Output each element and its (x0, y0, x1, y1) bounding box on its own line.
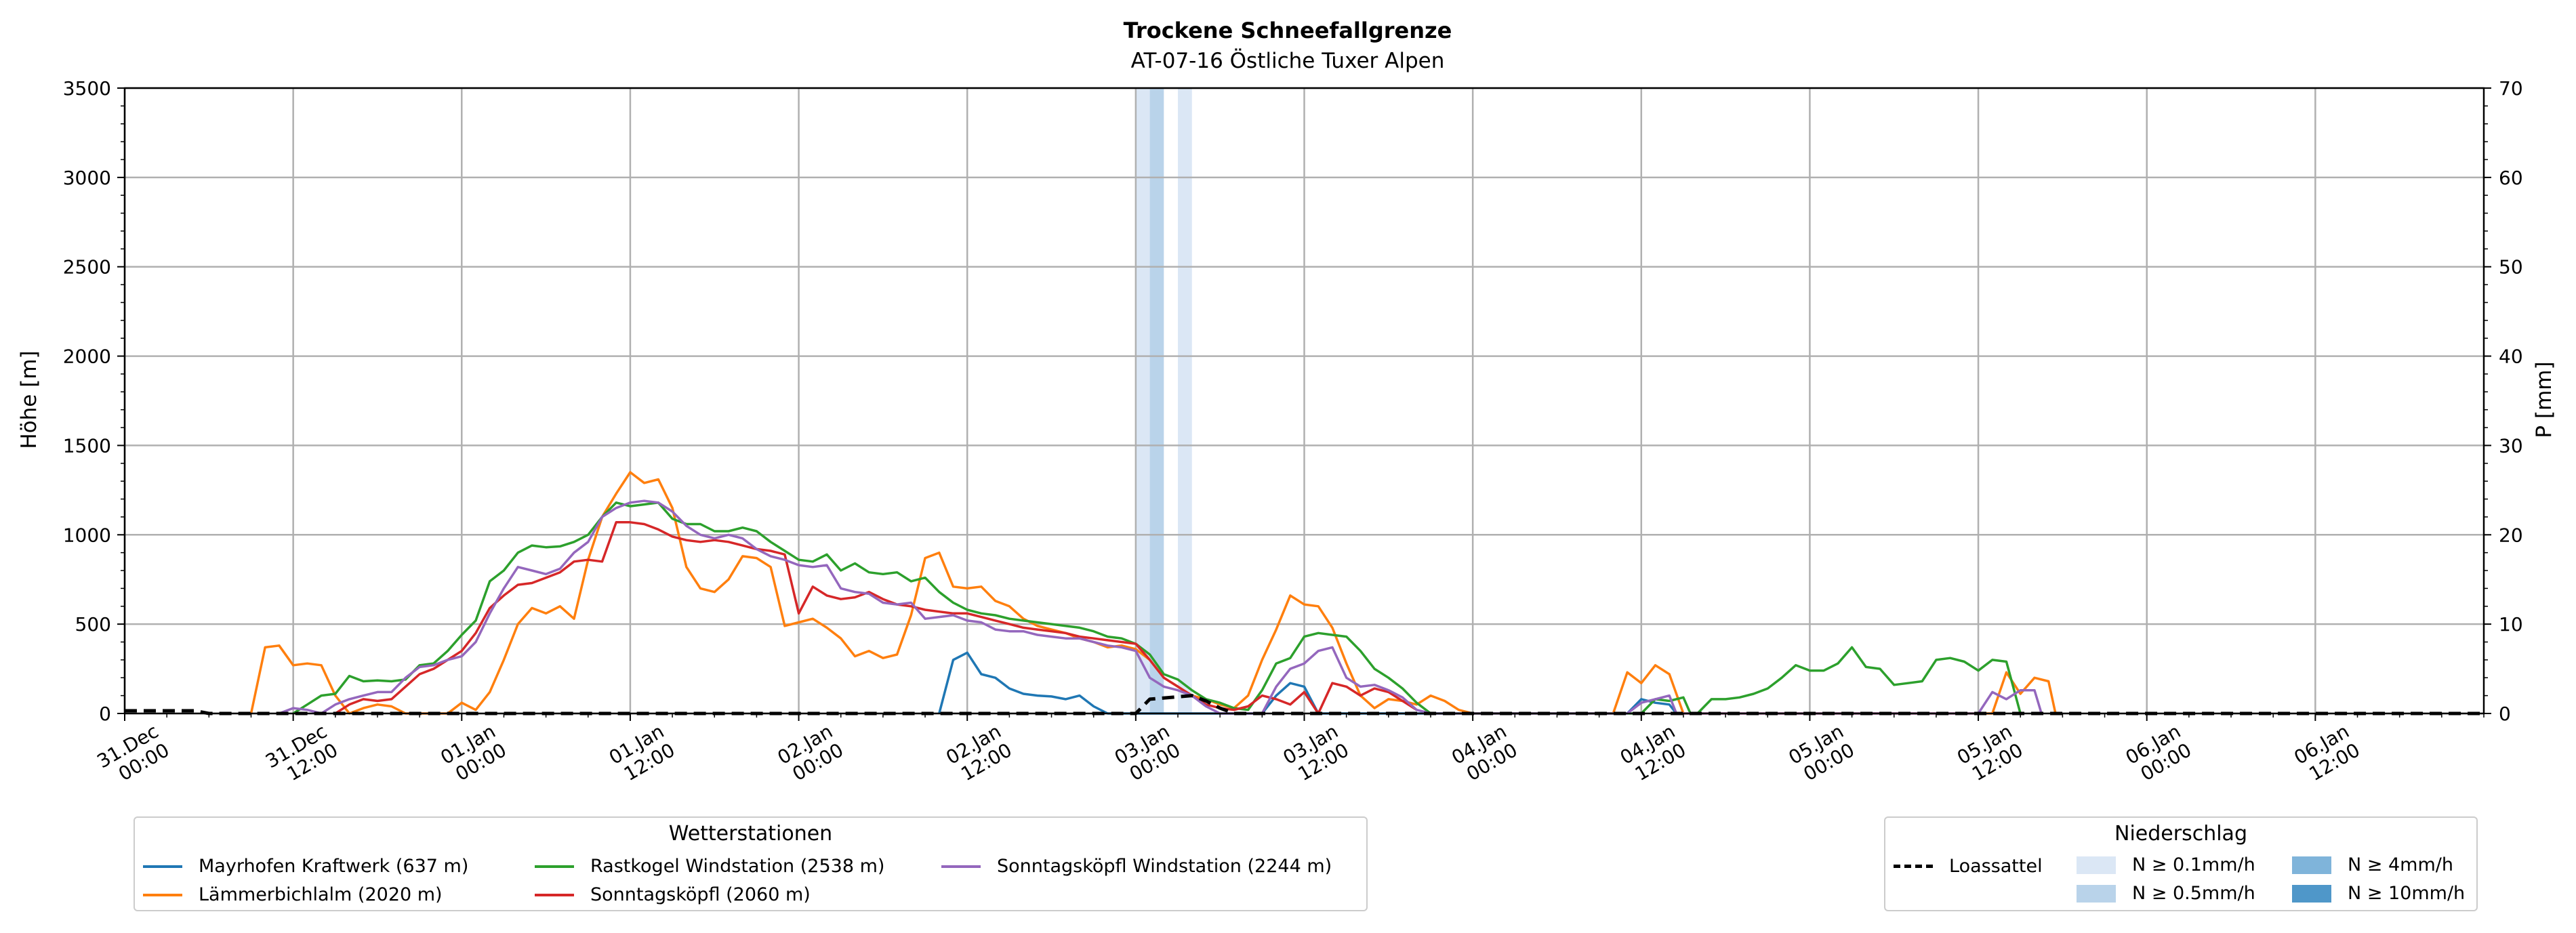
y-right-tick-label-6: 60 (2499, 167, 2523, 189)
x-tick-label-7: 03.Jan12:00 (1280, 720, 1353, 787)
x-tick-label-9: 04.Jan12:00 (1616, 720, 1690, 787)
legend-label-precip-10: N ≥ 10mm/h (2348, 883, 2466, 904)
legend-item-loassattel: Loassattel (1894, 856, 2043, 877)
precip-band-2 (1178, 88, 1192, 713)
y-tick-label-2: 1000 (63, 524, 111, 546)
chart-title: Trockene Schneefallgrenze (1124, 18, 1452, 43)
x-tick-label-2: 01.Jan00:00 (436, 720, 510, 787)
legend-label-precip-01: N ≥ 0.1mm/h (2132, 854, 2255, 875)
legend-label-precip-4: N ≥ 4mm/h (2348, 854, 2453, 875)
legend-precip: Niederschlag Loassattel N ≥ 0.1mm/h N ≥ … (1884, 816, 2478, 911)
legend-label-sonntagskoepfl-windstation: Sonntagsköpfl Windstation (2244 m) (997, 856, 1332, 877)
x-tick-label-12: 06.Jan00:00 (2122, 720, 2195, 787)
legend-label-rastkogel: Rastkogel Windstation (2538 m) (590, 856, 885, 877)
legend-item-precip-4: N ≥ 4mm/h (2292, 854, 2453, 875)
y-tick-label-6: 3000 (63, 167, 111, 189)
x-tick-label-4: 02.Jan00:00 (774, 720, 847, 787)
legend-item-laemmerbichlalm: Lämmerbichlalm (2020 m) (143, 884, 443, 905)
legend-item-precip-01: N ≥ 0.1mm/h (2077, 854, 2255, 875)
y-right-tick-label-5: 50 (2499, 256, 2523, 278)
chart-subtitle: AT-07-16 Östliche Tuxer Alpen (1131, 48, 1445, 73)
legend-swatch-precip-01 (2077, 856, 2116, 874)
x-tick-label-1: 31.Dec12:00 (262, 720, 342, 791)
series-line-1 (249, 471, 2057, 715)
legend-label-loassattel: Loassattel (1949, 856, 2043, 877)
y-right-tick-label-1: 10 (2499, 613, 2523, 636)
y-tick-label-1: 500 (75, 613, 111, 636)
y-right-tick-label-2: 20 (2499, 524, 2523, 546)
legend-item-precip-05: N ≥ 0.5mm/h (2077, 883, 2255, 904)
x-tick-label-5: 02.Jan12:00 (942, 720, 1015, 787)
legend-stations: Wetterstationen Mayrhofen Kraftwerk (637… (134, 816, 1368, 911)
legend-precip-title: Niederschlag (2114, 822, 2247, 846)
y-tick-label-7: 3500 (63, 77, 111, 100)
series-line-5 (125, 694, 2484, 716)
precip-band-0 (1135, 88, 1150, 713)
legend-swatch-sonntagskoepfl-windstation (941, 865, 981, 868)
series-line-2 (292, 501, 2022, 715)
legend-swatch-precip-05 (2077, 884, 2116, 903)
y-right-tick-label-7: 70 (2499, 77, 2523, 100)
grid-lines (123, 87, 2484, 715)
y-tick-label-3: 1500 (63, 434, 111, 457)
precip-band-1 (1149, 88, 1164, 713)
legend-label-laemmerbichlalm: Lämmerbichlalm (2020 m) (199, 884, 443, 905)
legend-swatch-sonntagskoepfl (535, 893, 574, 896)
y-axis-label-right: P [mm] (2532, 361, 2556, 438)
legend-swatch-rastkogel (535, 865, 574, 868)
legend-item-sonntagskoepfl: Sonntagsköpfl (2060 m) (535, 884, 811, 905)
legend-item-sonntagskoepfl-windstation: Sonntagsköpfl Windstation (2244 m) (941, 856, 1332, 877)
y-right-tick-label-3: 30 (2499, 434, 2523, 457)
x-tick-label-11: 05.Jan12:00 (1953, 720, 2026, 787)
y-axis-label: Höhe [m] (17, 350, 41, 449)
precip-bands (1135, 88, 1192, 713)
legend-swatch-precip-4 (2292, 856, 2331, 874)
x-tick-label-10: 05.Jan00:00 (1784, 720, 1858, 787)
legend-swatch-loassattel (1894, 865, 1933, 868)
x-tick-label-8: 04.Jan00:00 (1448, 720, 1521, 787)
legend-label-sonntagskoepfl: Sonntagsköpfl (2060 m) (590, 884, 811, 905)
legend-item-rastkogel: Rastkogel Windstation (2538 m) (535, 856, 884, 877)
y-tick-label-5: 2500 (63, 256, 111, 278)
y-tick-label-4: 2000 (63, 346, 111, 368)
legend-swatch-precip-10 (2292, 884, 2331, 903)
legend-label-precip-05: N ≥ 0.5mm/h (2132, 883, 2255, 904)
legend-swatch-laemmerbichlalm (143, 893, 182, 896)
x-tick-label-3: 01.Jan12:00 (605, 720, 678, 787)
legend-swatch-mayrhofen (143, 865, 182, 868)
legend-label-mayrhofen: Mayrhofen Kraftwerk (637 m) (199, 856, 469, 877)
series-lines (125, 471, 2484, 716)
series-line-3 (334, 521, 1418, 715)
series-line-4 (279, 499, 2043, 715)
y-tick-label-0: 0 (99, 703, 111, 725)
x-tick-label-0: 31.Dec00:00 (94, 720, 173, 791)
legend-stations-title: Wetterstationen (668, 822, 833, 846)
legend-item-precip-10: N ≥ 10mm/h (2292, 883, 2465, 904)
x-tick-label-6: 03.Jan00:00 (1111, 720, 1184, 787)
y-right-tick-label-0: 0 (2499, 703, 2511, 725)
x-tick-label-13: 06.Jan12:00 (2290, 720, 2363, 787)
y-right-tick-label-4: 40 (2499, 346, 2523, 368)
legend-item-mayrhofen: Mayrhofen Kraftwerk (637 m) (143, 856, 468, 877)
